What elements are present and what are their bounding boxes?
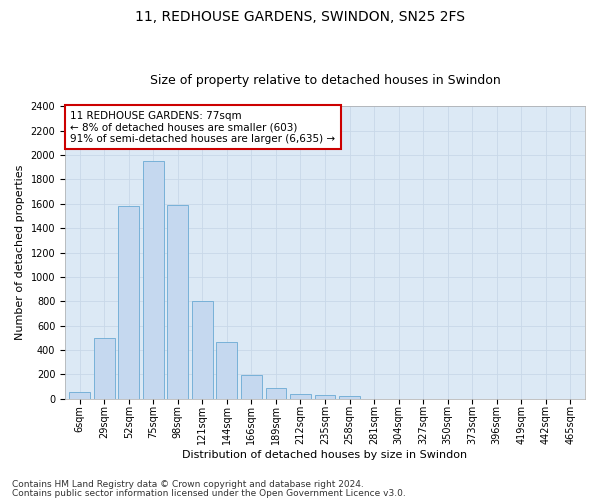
Text: Contains HM Land Registry data © Crown copyright and database right 2024.: Contains HM Land Registry data © Crown c… [12,480,364,489]
Title: Size of property relative to detached houses in Swindon: Size of property relative to detached ho… [149,74,500,87]
Bar [143,161,164,399]
Bar [290,394,311,399]
X-axis label: Distribution of detached houses by size in Swindon: Distribution of detached houses by size … [182,450,467,460]
Bar [266,388,286,399]
Bar [94,338,115,399]
Bar [118,206,139,399]
Bar [70,392,90,399]
Bar [314,395,335,399]
Text: 11, REDHOUSE GARDENS, SWINDON, SN25 2FS: 11, REDHOUSE GARDENS, SWINDON, SN25 2FS [135,10,465,24]
Bar [192,302,213,399]
Bar [217,342,238,399]
Text: 11 REDHOUSE GARDENS: 77sqm
← 8% of detached houses are smaller (603)
91% of semi: 11 REDHOUSE GARDENS: 77sqm ← 8% of detac… [70,110,335,144]
Bar [339,396,360,399]
Bar [167,205,188,399]
Y-axis label: Number of detached properties: Number of detached properties [15,165,25,340]
Text: Contains public sector information licensed under the Open Government Licence v3: Contains public sector information licen… [12,488,406,498]
Bar [241,375,262,399]
